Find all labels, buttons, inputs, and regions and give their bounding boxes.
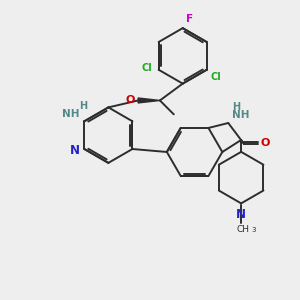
Text: NH: NH [232, 110, 250, 120]
Text: CH: CH [237, 225, 250, 234]
Text: Cl: Cl [142, 63, 153, 73]
Text: H: H [79, 101, 87, 111]
Polygon shape [138, 98, 160, 103]
Text: 3: 3 [251, 227, 256, 233]
Text: N: N [236, 208, 246, 221]
Text: F: F [186, 14, 193, 24]
Text: O: O [126, 95, 135, 106]
Text: H: H [232, 102, 240, 112]
Text: Cl: Cl [211, 72, 221, 82]
Text: N: N [69, 145, 80, 158]
Text: O: O [261, 138, 270, 148]
Text: NH: NH [62, 109, 80, 119]
